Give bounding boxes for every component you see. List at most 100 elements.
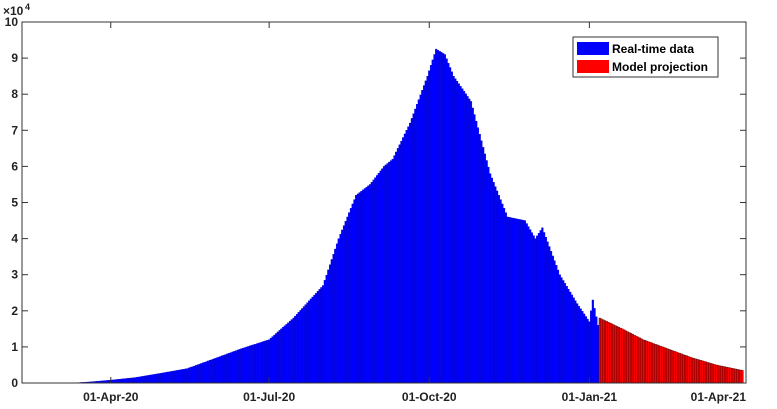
- bar-real-time: [539, 230, 542, 384]
- bar-real-time: [360, 191, 363, 384]
- bar-real-time: [372, 179, 375, 384]
- bar-real-time: [264, 340, 267, 384]
- bar-real-time: [196, 364, 199, 384]
- bar-real-time: [520, 219, 523, 384]
- bar-real-time: [402, 137, 405, 384]
- bar-model: [696, 359, 699, 384]
- bar-model: [657, 345, 661, 384]
- bar-real-time: [268, 339, 271, 384]
- bar-real-time: [248, 345, 252, 384]
- bar-model: [708, 362, 711, 384]
- bar-model: [626, 331, 629, 384]
- bar-real-time: [416, 104, 419, 384]
- bar-real-time: [429, 65, 433, 384]
- bar-real-time: [329, 264, 332, 384]
- bar-real-time: [506, 216, 509, 384]
- bar-model: [640, 338, 643, 384]
- bar-model: [678, 353, 681, 384]
- y-tick-label: 9: [11, 51, 18, 65]
- bar-real-time: [428, 70, 431, 384]
- bar-model: [691, 357, 694, 384]
- bar-model: [741, 370, 744, 384]
- bar-real-time: [508, 217, 511, 384]
- bar-model: [699, 360, 702, 384]
- bar-real-time: [177, 369, 180, 384]
- bar-real-time: [269, 337, 272, 384]
- bar-model: [645, 340, 648, 384]
- bar-real-time: [221, 355, 224, 384]
- bar-real-time: [130, 377, 133, 384]
- bar-real-time: [353, 199, 356, 384]
- bar-real-time: [466, 96, 469, 384]
- bar-real-time: [497, 195, 500, 384]
- bar-model: [637, 336, 640, 384]
- bar-real-time: [384, 164, 387, 384]
- bar-real-time: [271, 336, 274, 384]
- bar-real-time: [407, 126, 410, 384]
- bar-real-time: [501, 203, 504, 384]
- bar-real-time: [165, 372, 168, 384]
- bar-real-time: [504, 212, 507, 384]
- bar-model: [633, 334, 636, 384]
- bar-real-time: [412, 113, 415, 384]
- bar-real-time: [294, 315, 297, 384]
- bar-real-time: [194, 365, 198, 384]
- bar-real-time: [572, 297, 575, 384]
- bar-real-time: [215, 357, 218, 384]
- bar-real-time: [278, 330, 281, 384]
- bar-real-time: [581, 311, 584, 384]
- bar-real-time: [161, 372, 165, 384]
- bar-real-time: [400, 140, 403, 384]
- bar-model: [710, 363, 713, 384]
- bar-real-time: [597, 325, 600, 384]
- bar-model: [727, 367, 730, 384]
- bar-real-time: [438, 51, 441, 384]
- bar-real-time: [306, 302, 309, 384]
- bar-model: [703, 361, 706, 384]
- bar-real-time: [522, 220, 525, 384]
- bar-real-time: [168, 371, 171, 384]
- bar-real-time: [527, 226, 530, 384]
- bar-real-time: [334, 248, 337, 384]
- bar-real-time: [492, 182, 495, 384]
- y-tick-label: 0: [11, 376, 18, 390]
- bar-real-time: [313, 294, 316, 384]
- bar-real-time: [259, 342, 262, 384]
- bar-real-time: [375, 175, 379, 384]
- bar-real-time: [447, 62, 450, 384]
- bar-model: [694, 358, 697, 384]
- bar-real-time: [591, 299, 594, 384]
- bar-model: [610, 323, 614, 384]
- bar-model: [644, 340, 647, 384]
- bar-real-time: [148, 375, 151, 384]
- bar-real-time: [125, 378, 128, 384]
- bar-real-time: [163, 372, 166, 384]
- bar-model: [671, 350, 674, 384]
- bar-real-time: [142, 375, 145, 384]
- bar-real-time: [311, 296, 314, 384]
- bar-real-time: [207, 360, 210, 384]
- bar-real-time: [556, 269, 560, 384]
- bar-real-time: [395, 151, 398, 384]
- bar-real-time: [128, 377, 131, 384]
- bar-real-time: [224, 354, 227, 384]
- bar-real-time: [116, 379, 119, 384]
- bar-real-time: [322, 285, 325, 384]
- y-exponent-text: 4: [25, 2, 30, 12]
- y-tick-label: 5: [11, 196, 18, 210]
- bar-real-time: [241, 347, 245, 384]
- bar-real-time: [544, 236, 547, 384]
- bar-real-time: [182, 369, 185, 384]
- bar-model: [621, 328, 624, 384]
- bar-model: [677, 352, 680, 384]
- bar-real-time: [442, 53, 445, 384]
- bar-model: [661, 346, 664, 384]
- bar-real-time: [257, 342, 260, 384]
- bar-real-time: [355, 195, 358, 384]
- bar-real-time: [170, 371, 173, 384]
- bar-real-time: [405, 130, 408, 384]
- bar-real-time: [193, 365, 196, 384]
- bar-real-time: [377, 172, 380, 384]
- bar-real-time: [398, 144, 401, 384]
- bar-real-time: [515, 218, 518, 384]
